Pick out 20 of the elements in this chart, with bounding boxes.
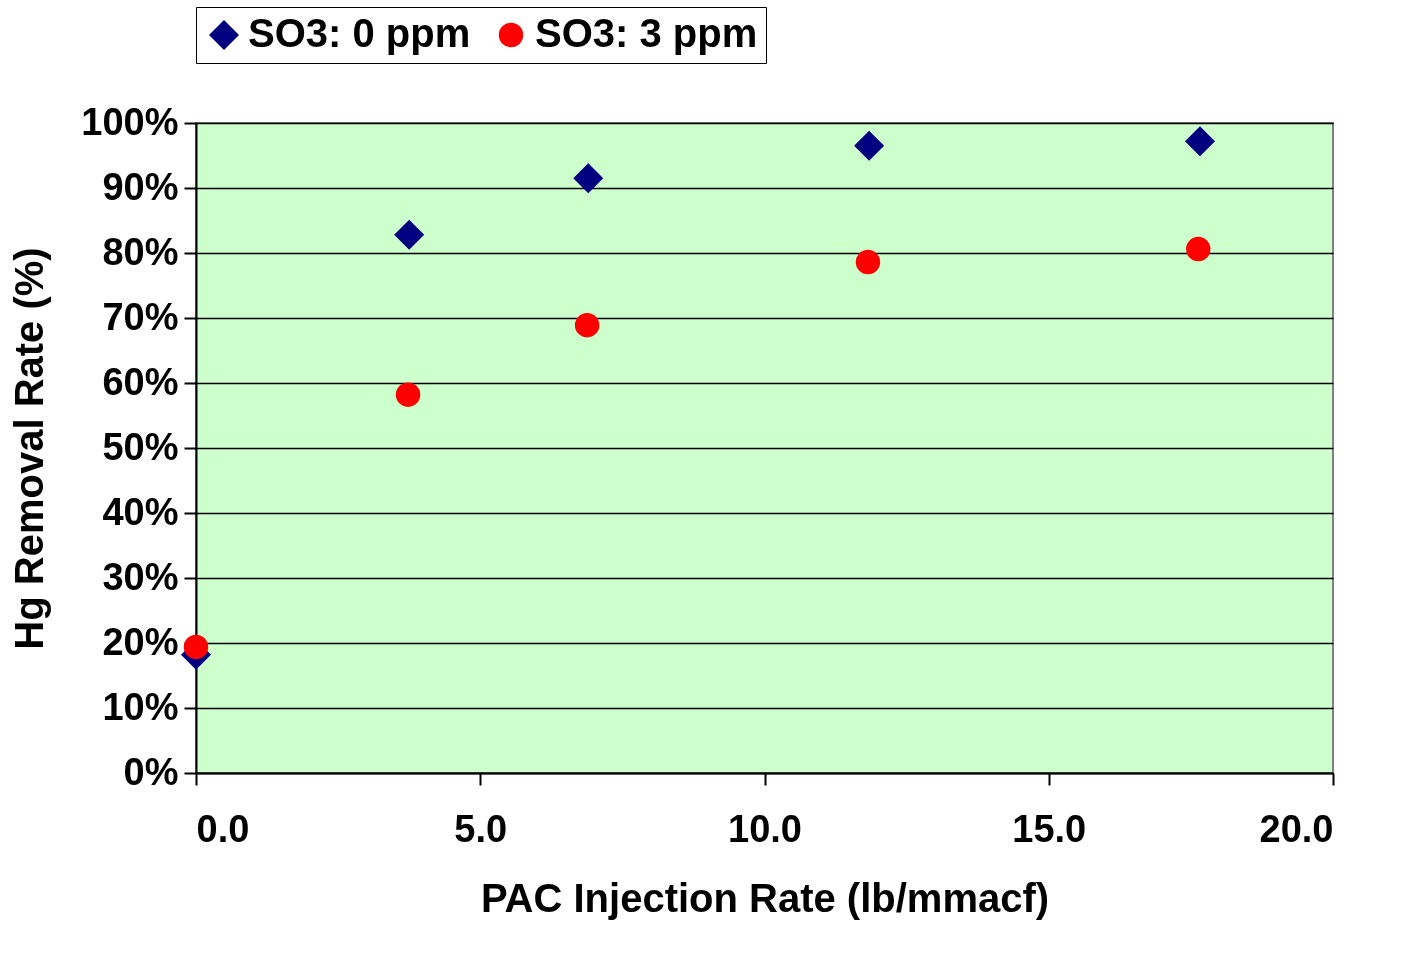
legend-label: SO3: 0 ppm <box>248 11 471 55</box>
y-tick-label: 20% <box>102 620 179 663</box>
x-tick-label: 0.0 <box>196 807 250 850</box>
y-tick-label: 60% <box>102 360 179 403</box>
y-tick-label: 90% <box>102 165 179 208</box>
x-axis-title: PAC Injection Rate (lb/mmacf) <box>480 875 1050 920</box>
y-axis-title: Hg Removal Rate (%) <box>7 247 52 650</box>
y-tick-label: 100% <box>81 100 179 143</box>
legend-label: SO3: 3 ppm <box>535 11 758 55</box>
y-tick-label: 50% <box>102 425 179 468</box>
x-tick-label: 15.0 <box>1012 807 1087 850</box>
y-tick-label: 10% <box>102 685 179 728</box>
x-tick-label: 10.0 <box>728 807 802 850</box>
y-tick-label: 0% <box>123 750 179 793</box>
y-tick-label: 30% <box>102 555 179 598</box>
x-tick-label: 5.0 <box>454 807 508 850</box>
y-tick-label: 40% <box>102 490 179 533</box>
x-tick-label: 20.0 <box>1259 807 1334 850</box>
y-tick-label: 70% <box>102 295 179 338</box>
y-tick-label: 80% <box>102 230 179 273</box>
